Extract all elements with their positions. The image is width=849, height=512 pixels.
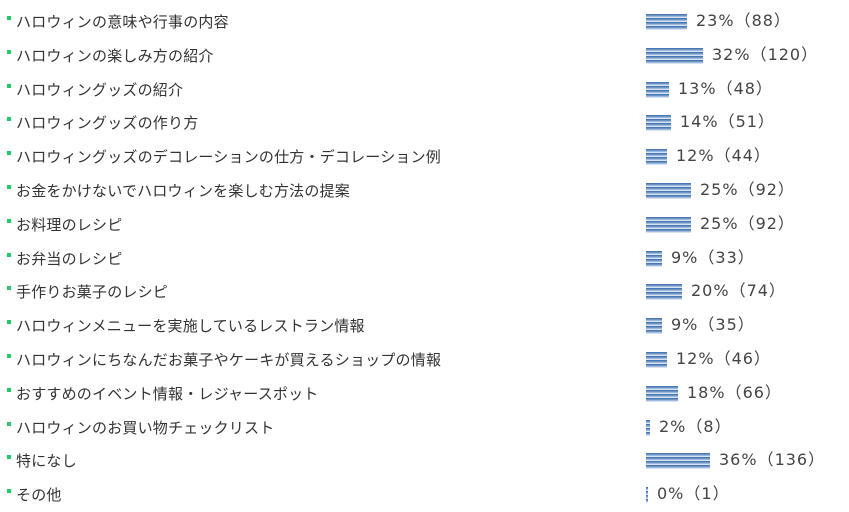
chart-row: ハロウィンのお買い物チェックリスト 2%（8） [0, 411, 849, 445]
bullet-icon [7, 421, 11, 426]
category-label: ハロウィンにちなんだお菓子やケーキが買えるショップの情報 [16, 351, 442, 369]
category-label: 手作りお菓子のレシピ [16, 283, 169, 302]
bar [646, 419, 650, 436]
bullet-icon [7, 151, 11, 156]
value-label: 2%（8） [659, 416, 732, 436]
value-label: 13%（48） [678, 78, 773, 98]
chart-row: お弁当のレシピ 9%（33） [0, 242, 849, 276]
bar [646, 183, 691, 199]
value-label: 18%（66） [687, 382, 782, 402]
chart-row: ハロウィンメニューを実施しているレストラン情報 9%（35） [0, 309, 849, 343]
chart-row: お料理のレシピ 25%（92） [0, 208, 849, 242]
value-label: 0%（1） [657, 484, 730, 504]
value-label: 9%（33） [671, 247, 755, 267]
category-label: お金をかけないでハロウィンを楽しむ方法の提案 [16, 182, 350, 200]
category-label: ハロウィンのお買い物チェックリスト [16, 418, 275, 437]
bar [646, 47, 703, 64]
bar [646, 453, 710, 470]
category-label: お料理のレシピ [16, 215, 123, 234]
category-label: お弁当のレシピ [16, 249, 123, 268]
bar [646, 115, 671, 132]
category-label: ハロウィンの楽しみ方の紹介 [16, 46, 214, 65]
value-label: 20%（74） [691, 281, 786, 301]
category-label: ハロウィングッズのデコレーションの仕方・デコレーション例 [16, 148, 442, 167]
bar [646, 81, 669, 98]
bullet-icon [7, 16, 11, 20]
chart-row: ハロウィングッズのデコレーションの仕方・デコレーション例 12%（44） [0, 140, 849, 174]
bar [646, 14, 687, 30]
value-label: 25%（92） [700, 213, 795, 233]
chart-row: おすすめのイベント情報・レジャースポット 18%（66） [0, 377, 849, 411]
bullet-icon [7, 117, 11, 122]
bullet-icon [7, 218, 11, 223]
bullet-icon [7, 455, 11, 460]
bar [646, 352, 667, 368]
bullet-icon [7, 320, 11, 325]
bar [646, 149, 667, 166]
chart-row: 特になし 36%（136） [0, 444, 849, 478]
value-label: 14%（51） [680, 112, 775, 132]
bullet-icon [7, 83, 11, 88]
chart-row: ハロウィングッズの紹介 13%（48） [0, 73, 849, 107]
bullet-icon [7, 354, 11, 358]
bar [646, 250, 662, 267]
category-label: その他 [16, 486, 62, 505]
value-label: 36%（136） [719, 450, 826, 470]
bullet-icon [7, 252, 11, 257]
chart-row: ハロウィンにちなんだお菓子やケーキが買えるショップの情報 12%（46） [0, 343, 849, 377]
value-label: 23%（88） [696, 11, 791, 30]
chart-row: ハロウィンの意味や行事の内容 23%（88） [0, 5, 849, 39]
chart-row: 手作りお菓子のレシピ 20%（74） [0, 275, 849, 309]
chart-row: その他 0%（1） [0, 478, 849, 512]
category-label: ハロウィンの意味や行事の内容 [16, 13, 229, 31]
value-label: 12%（44） [676, 146, 771, 166]
bar [646, 318, 662, 335]
value-label: 12%（46） [676, 349, 771, 368]
bullet-icon [7, 49, 11, 54]
category-label: ハロウィンメニューを実施しているレストラン情報 [16, 317, 365, 336]
value-label: 32%（120） [712, 44, 819, 64]
category-label: おすすめのイベント情報・レジャースポット [16, 384, 319, 403]
bullet-icon [7, 387, 11, 392]
bullet-icon [7, 489, 11, 494]
chart-row: ハロウィンの楽しみ方の紹介 32%（120） [0, 39, 849, 73]
bullet-icon [7, 286, 11, 291]
value-label: 9%（35） [671, 315, 755, 335]
category-label: ハロウィングッズの作り方 [16, 114, 199, 133]
bar [646, 385, 678, 402]
value-label: 25%（92） [700, 180, 795, 199]
bar [646, 284, 682, 301]
bar [646, 216, 691, 233]
category-label: ハロウィングッズの紹介 [16, 80, 184, 99]
bar [646, 487, 648, 504]
category-label: 特になし [16, 452, 77, 471]
chart-row: ハロウィングッズの作り方 14%（51） [0, 106, 849, 140]
chart-row: お金をかけないでハロウィンを楽しむ方法の提案 25%（92） [0, 174, 849, 208]
bullet-icon [7, 185, 11, 189]
